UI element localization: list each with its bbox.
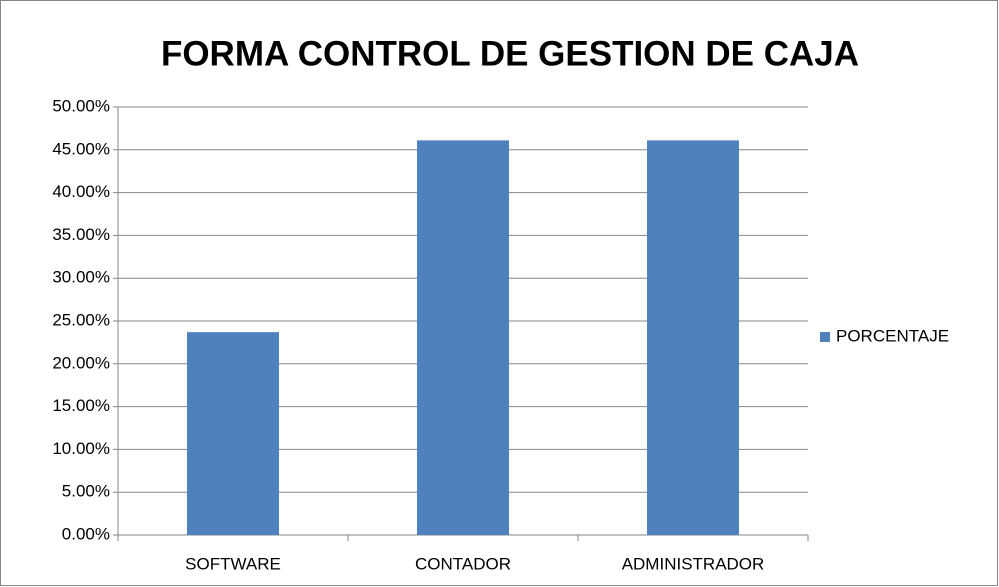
y-tick-label: 25.00% bbox=[52, 310, 110, 329]
y-tick-label: 0.00% bbox=[62, 524, 110, 543]
y-tick-label: 45.00% bbox=[52, 139, 110, 158]
y-tick-label: 35.00% bbox=[52, 225, 110, 244]
x-tick-label: SOFTWARE bbox=[185, 554, 281, 573]
y-tick-label: 15.00% bbox=[52, 396, 110, 415]
y-tick-label: 5.00% bbox=[62, 482, 110, 501]
y-tick-label: 50.00% bbox=[52, 96, 110, 115]
y-tick-label: 20.00% bbox=[52, 353, 110, 372]
chart-title: FORMA CONTROL DE GESTION DE CAJA bbox=[161, 34, 859, 73]
bar bbox=[647, 140, 739, 535]
bar bbox=[417, 140, 509, 535]
y-tick-label: 30.00% bbox=[52, 268, 110, 287]
bar bbox=[187, 332, 279, 535]
legend-label: PORCENTAJE bbox=[836, 326, 949, 345]
y-tick-label: 40.00% bbox=[52, 182, 110, 201]
legend-swatch bbox=[820, 332, 830, 342]
x-tick-label: ADMINISTRADOR bbox=[622, 554, 765, 573]
x-tick-label: CONTADOR bbox=[415, 554, 511, 573]
y-tick-label: 10.00% bbox=[52, 439, 110, 458]
